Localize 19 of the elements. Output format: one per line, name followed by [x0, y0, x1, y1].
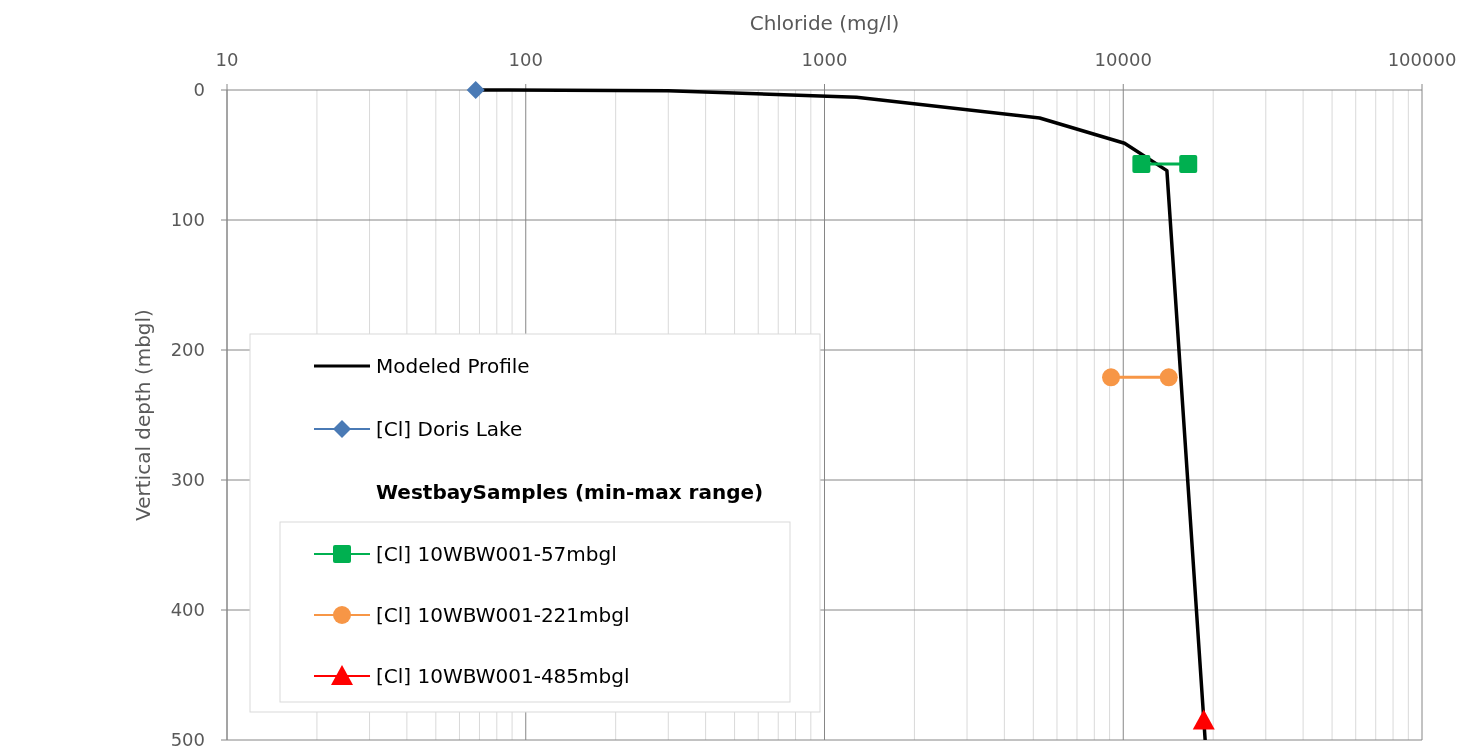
x-tick-label: 10: [215, 49, 239, 70]
legend-label: [Cl] 10WBW001-485mbgl: [376, 664, 630, 688]
y-tick-label: 400: [170, 599, 205, 621]
y-tick-label: 100: [170, 209, 205, 231]
x-tick-label: 10000: [1094, 49, 1152, 70]
y-axis-title: Vertical depth (mbgl): [131, 309, 155, 521]
x-tick-label: 100: [508, 49, 543, 70]
legend-title: WestbaySamples (min-max range): [376, 480, 764, 504]
x-axis-title: Chloride (mg/l): [749, 11, 900, 35]
x-tick-label: 1000: [801, 49, 848, 70]
legend-label: Modeled Profile: [376, 354, 530, 378]
y-tick-label: 200: [170, 339, 205, 361]
y-tick-label: 0: [193, 79, 205, 101]
x-tick-label: 100000: [1387, 49, 1457, 70]
y-tick-label: 300: [170, 469, 205, 491]
legend-label: [Cl] 10WBW001-57mbgl: [376, 542, 617, 566]
legend-label: [Cl] 10WBW001-221mbgl: [376, 603, 630, 627]
y-tick-label: 500: [170, 729, 205, 749]
legend-label: [Cl] Doris Lake: [376, 417, 523, 441]
